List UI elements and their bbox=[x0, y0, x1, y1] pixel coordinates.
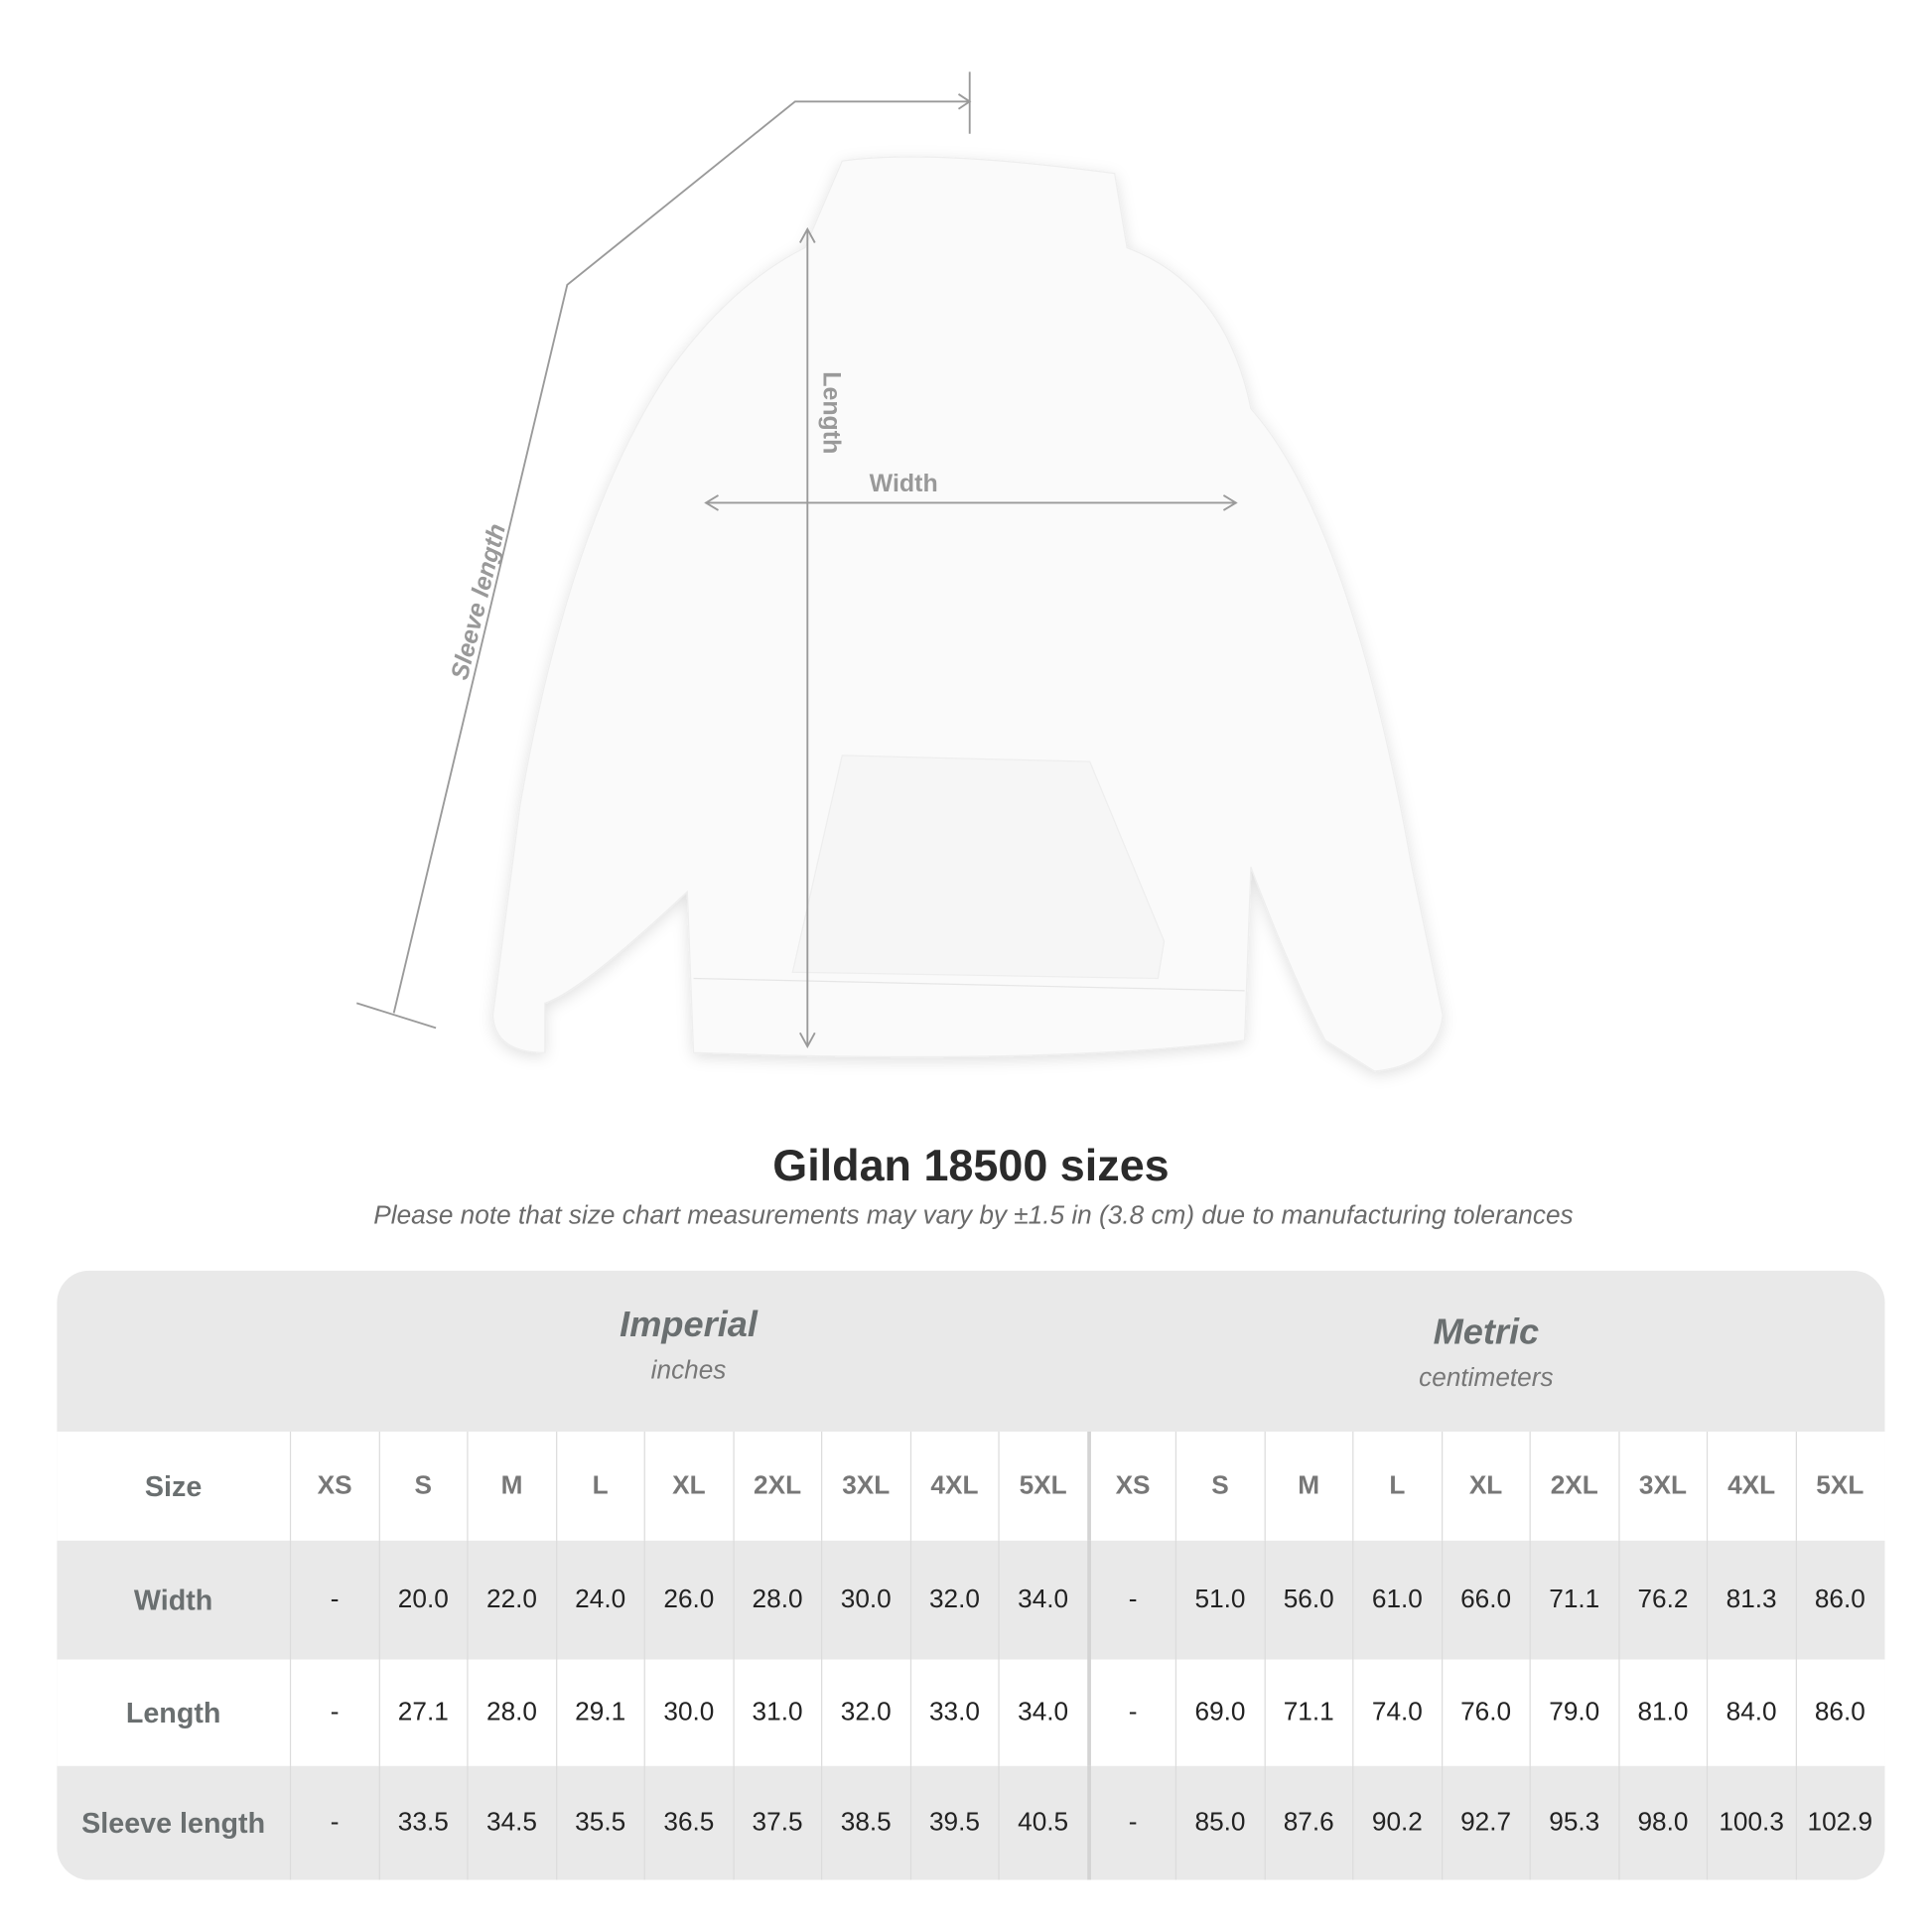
table-cell: 84.0 bbox=[1706, 1659, 1795, 1766]
imperial-size-4XL: 4XL bbox=[909, 1431, 998, 1541]
table-cell: 39.5 bbox=[909, 1765, 998, 1880]
metric-unit: centimeters bbox=[1419, 1363, 1554, 1393]
imperial-size-S: S bbox=[378, 1431, 467, 1541]
table-cell: - bbox=[289, 1659, 378, 1766]
hoodie-image bbox=[491, 156, 1444, 1072]
table-cell: 31.0 bbox=[732, 1659, 821, 1766]
imperial-size-XS: XS bbox=[289, 1431, 378, 1541]
width-label: Width bbox=[870, 470, 938, 497]
size-label: Size bbox=[144, 1469, 203, 1502]
table-cell: 56.0 bbox=[1263, 1540, 1352, 1660]
table-cell: 69.0 bbox=[1174, 1659, 1264, 1766]
table-cell: 76.2 bbox=[1617, 1540, 1707, 1660]
metric-size-2XL: 2XL bbox=[1529, 1431, 1618, 1541]
table-cell: 76.0 bbox=[1441, 1659, 1529, 1766]
table-cell: - bbox=[289, 1540, 378, 1660]
table-cell: 36.5 bbox=[643, 1765, 733, 1880]
table-cell: 24.0 bbox=[555, 1540, 643, 1660]
imperial-unit: inches bbox=[650, 1355, 727, 1385]
table-cell: 61.0 bbox=[1352, 1540, 1441, 1660]
table-cell: - bbox=[1086, 1765, 1175, 1880]
tolerance-note: Please note that size chart measurements… bbox=[373, 1200, 1574, 1230]
table-cell: 27.1 bbox=[378, 1659, 467, 1766]
table-cell: 90.2 bbox=[1352, 1765, 1441, 1880]
table-cell: - bbox=[1086, 1659, 1175, 1766]
table-cell: 92.7 bbox=[1441, 1765, 1529, 1880]
table-cell: 86.0 bbox=[1795, 1540, 1883, 1660]
table-cell: 71.1 bbox=[1529, 1540, 1618, 1660]
table-cell: 98.0 bbox=[1617, 1765, 1707, 1880]
metric-size-S: S bbox=[1174, 1431, 1264, 1541]
metric-size-M: M bbox=[1263, 1431, 1352, 1541]
table-cell: 81.3 bbox=[1706, 1540, 1795, 1660]
size-header-row: Size XS S M L XL 2XL 3XL 4XL 5XL XS S M L XL 2XL 3XL 4XL 5… bbox=[57, 1431, 1885, 1541]
table-cell: 34.0 bbox=[998, 1540, 1086, 1660]
length-label: Length bbox=[818, 371, 846, 454]
imperial-size-M: M bbox=[467, 1431, 555, 1541]
imperial-header: Imperial inches bbox=[290, 1271, 1087, 1432]
table-cell: 51.0 bbox=[1174, 1540, 1264, 1660]
table-cell: - bbox=[289, 1765, 378, 1880]
metric-size-XS: XS bbox=[1086, 1431, 1175, 1541]
table-cell: 38.5 bbox=[821, 1765, 909, 1880]
table-cell: 102.9 bbox=[1795, 1765, 1883, 1880]
table-cell: 79.0 bbox=[1529, 1659, 1618, 1766]
table-cell: 74.0 bbox=[1352, 1659, 1441, 1766]
table-cell: 28.0 bbox=[732, 1540, 821, 1660]
table-row: Width -20.0 22.0 24.0 26.0 28.0 30.0 32.0 34.0-5… bbox=[57, 1540, 1884, 1660]
metric-size-5XL: 5XL bbox=[1795, 1431, 1883, 1541]
imperial-size-L: L bbox=[555, 1431, 643, 1541]
table-cell: 26.0 bbox=[643, 1540, 733, 1660]
table-cell: 33.0 bbox=[909, 1659, 998, 1766]
measurement-lines bbox=[355, 71, 1238, 1049]
page-title: Gildan 18500 sizes bbox=[772, 1139, 1170, 1190]
size-table: Imperial inches Metric centimeters Size X… bbox=[57, 1270, 1885, 1880]
metric-size-XL: XL bbox=[1441, 1431, 1529, 1541]
table-cell: 86.0 bbox=[1795, 1659, 1883, 1766]
table-cell: 32.0 bbox=[909, 1540, 998, 1660]
table-cell: 33.5 bbox=[378, 1765, 467, 1880]
table-cell: 30.0 bbox=[643, 1659, 733, 1766]
table-cell: 29.1 bbox=[555, 1659, 643, 1766]
table-cell: 100.3 bbox=[1706, 1765, 1795, 1880]
table-row: Length -27.1 28.0 29.1 30.0 31.0 32.0 33.0 34.0-… bbox=[57, 1659, 1885, 1766]
imperial-size-XL: XL bbox=[643, 1431, 733, 1541]
table-cell: 22.0 bbox=[467, 1540, 555, 1660]
table-cell: 85.0 bbox=[1174, 1765, 1264, 1880]
table-cell: 95.3 bbox=[1529, 1765, 1618, 1880]
table-cell: 71.1 bbox=[1263, 1659, 1352, 1766]
metric-size-3XL: 3XL bbox=[1617, 1431, 1707, 1541]
table-cell: 20.0 bbox=[378, 1540, 467, 1660]
table-cell: 34.0 bbox=[998, 1659, 1086, 1766]
row-label: Sleeve length bbox=[81, 1806, 266, 1839]
table-row: Sleeve length -33.5 34.5 35.5 36.5 37.5 38.5 39… bbox=[57, 1765, 1884, 1880]
table-cell: 66.0 bbox=[1441, 1540, 1529, 1660]
imperial-size-2XL: 2XL bbox=[732, 1431, 821, 1541]
table-cell: 28.0 bbox=[467, 1659, 555, 1766]
metric-title: Metric bbox=[1433, 1312, 1540, 1353]
metric-size-4XL: 4XL bbox=[1706, 1431, 1795, 1541]
metric-size-L: L bbox=[1352, 1431, 1441, 1541]
row-label: Width bbox=[133, 1583, 213, 1616]
imperial-size-3XL: 3XL bbox=[821, 1431, 909, 1541]
table-cell: 37.5 bbox=[732, 1765, 821, 1880]
sleeve-length-label: Sleeve length bbox=[446, 521, 511, 683]
metric-header: Metric centimeters bbox=[1087, 1278, 1884, 1439]
table-cell: 87.6 bbox=[1263, 1765, 1352, 1880]
table-cell: 30.0 bbox=[821, 1540, 909, 1660]
table-cell: 34.5 bbox=[467, 1765, 555, 1880]
table-cell: 81.0 bbox=[1617, 1659, 1707, 1766]
table-cell: 32.0 bbox=[821, 1659, 909, 1766]
table-cell: 35.5 bbox=[555, 1765, 643, 1880]
table-cell: 40.5 bbox=[998, 1765, 1086, 1880]
row-label: Length bbox=[125, 1696, 221, 1728]
imperial-size-5XL: 5XL bbox=[998, 1431, 1086, 1541]
hoodie-diagram: Sleeve length Length Width bbox=[355, 71, 1444, 1072]
imperial-title: Imperial bbox=[620, 1305, 758, 1345]
table-cell: - bbox=[1086, 1540, 1175, 1660]
